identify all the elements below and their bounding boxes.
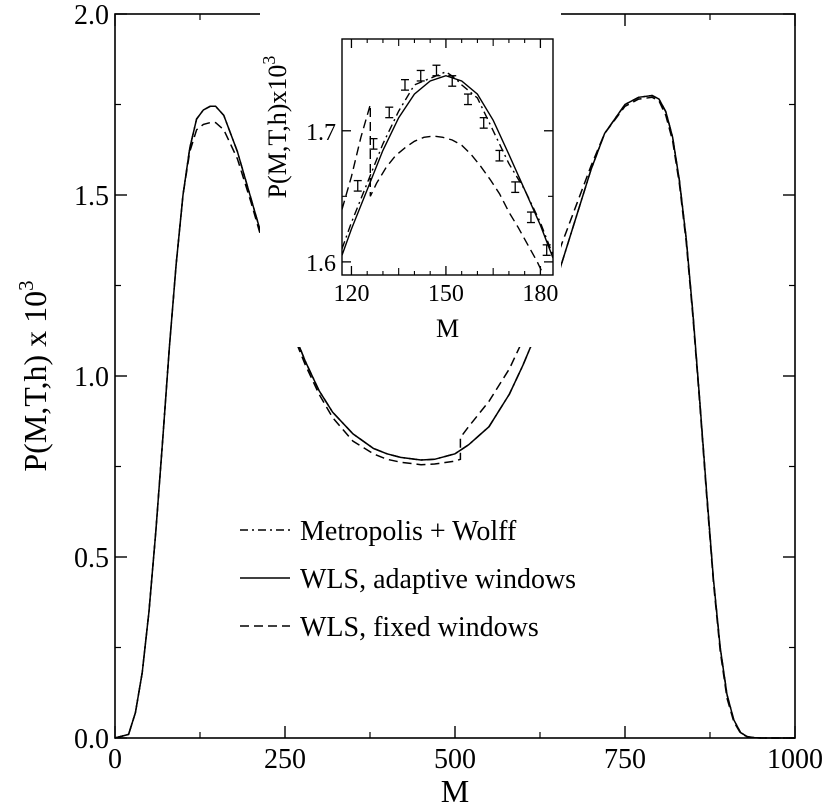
inset-error-bar: [479, 117, 488, 129]
inset-error-bar: [353, 179, 362, 192]
y-tick-label: 0.5: [74, 543, 109, 574]
inset-plot-frame: [341, 38, 554, 276]
inset-x-tick-label: 180: [522, 281, 558, 307]
inset-error-bar: [495, 149, 504, 162]
y-tick-label: 2.0: [74, 0, 109, 31]
inset-x-axis-title: M: [436, 314, 459, 343]
x-axis-title: M: [441, 773, 469, 808]
inset-series-group: [342, 71, 553, 275]
y-axis-title-exponent: 3: [14, 280, 38, 291]
inset-error-bar: [432, 64, 441, 77]
x-tick-label: 250: [264, 744, 306, 775]
y-tick-label: 1.0: [74, 362, 109, 393]
inset-series-line-solid: [342, 74, 553, 259]
legend-label: WLS, adaptive windows: [300, 564, 576, 595]
inset-y-axis-title: P(M,T,h)x103: [259, 56, 292, 199]
main-series-group: [114, 94, 795, 739]
legend: Metropolis + Wolff WLS, adaptive windows W…: [240, 516, 576, 643]
x-tick-label: 500: [434, 744, 476, 775]
y-tick-label: 0.0: [74, 724, 109, 755]
x-tick-label: 1000: [767, 744, 823, 775]
inset-error-bar: [400, 78, 409, 91]
inset-error-bar: [385, 106, 394, 119]
inset-error-bar: [511, 181, 520, 194]
y-axis-title: P(M,T,h) x 103: [14, 280, 53, 471]
series-line-dashed: [114, 96, 795, 739]
inset-background: [260, 2, 561, 347]
inset-error-bar: [369, 137, 378, 150]
y-tick-label: 1.5: [74, 181, 109, 212]
legend-label: Metropolis + Wolff: [300, 516, 517, 547]
inset-y-tick-label: 1.6: [306, 251, 336, 277]
inset-error-bar: [448, 75, 457, 87]
inset-x-tick-label: 150: [428, 281, 464, 307]
inset-plot: 120 150 180 1.6 1.7 M P(M,T,h)x103: [259, 2, 561, 347]
inset-error-bar: [526, 211, 535, 224]
inset-series-line-dashed: [342, 104, 545, 275]
inset-series-line-dash-dot: [342, 71, 553, 256]
inset-error-bar: [542, 244, 551, 256]
inset-error-bar: [463, 93, 472, 106]
inset-axis-ticks: 120 150 180 1.6 1.7: [306, 39, 558, 307]
inset-y-axis-title-exponent: 3: [259, 56, 279, 65]
x-tick-label: 750: [604, 744, 646, 775]
main-axis-ticks: 0 250 500 750 1000 0.0 0.5 1.0 1.5 2.0: [74, 0, 823, 775]
inset-x-tick-label: 120: [333, 281, 369, 307]
legend-label: WLS, fixed windows: [300, 612, 539, 643]
inset-error-bars: [353, 64, 551, 256]
inset-error-bar: [416, 69, 425, 82]
inset-y-tick-label: 1.7: [306, 120, 336, 146]
x-tick-label: 0: [108, 744, 122, 775]
